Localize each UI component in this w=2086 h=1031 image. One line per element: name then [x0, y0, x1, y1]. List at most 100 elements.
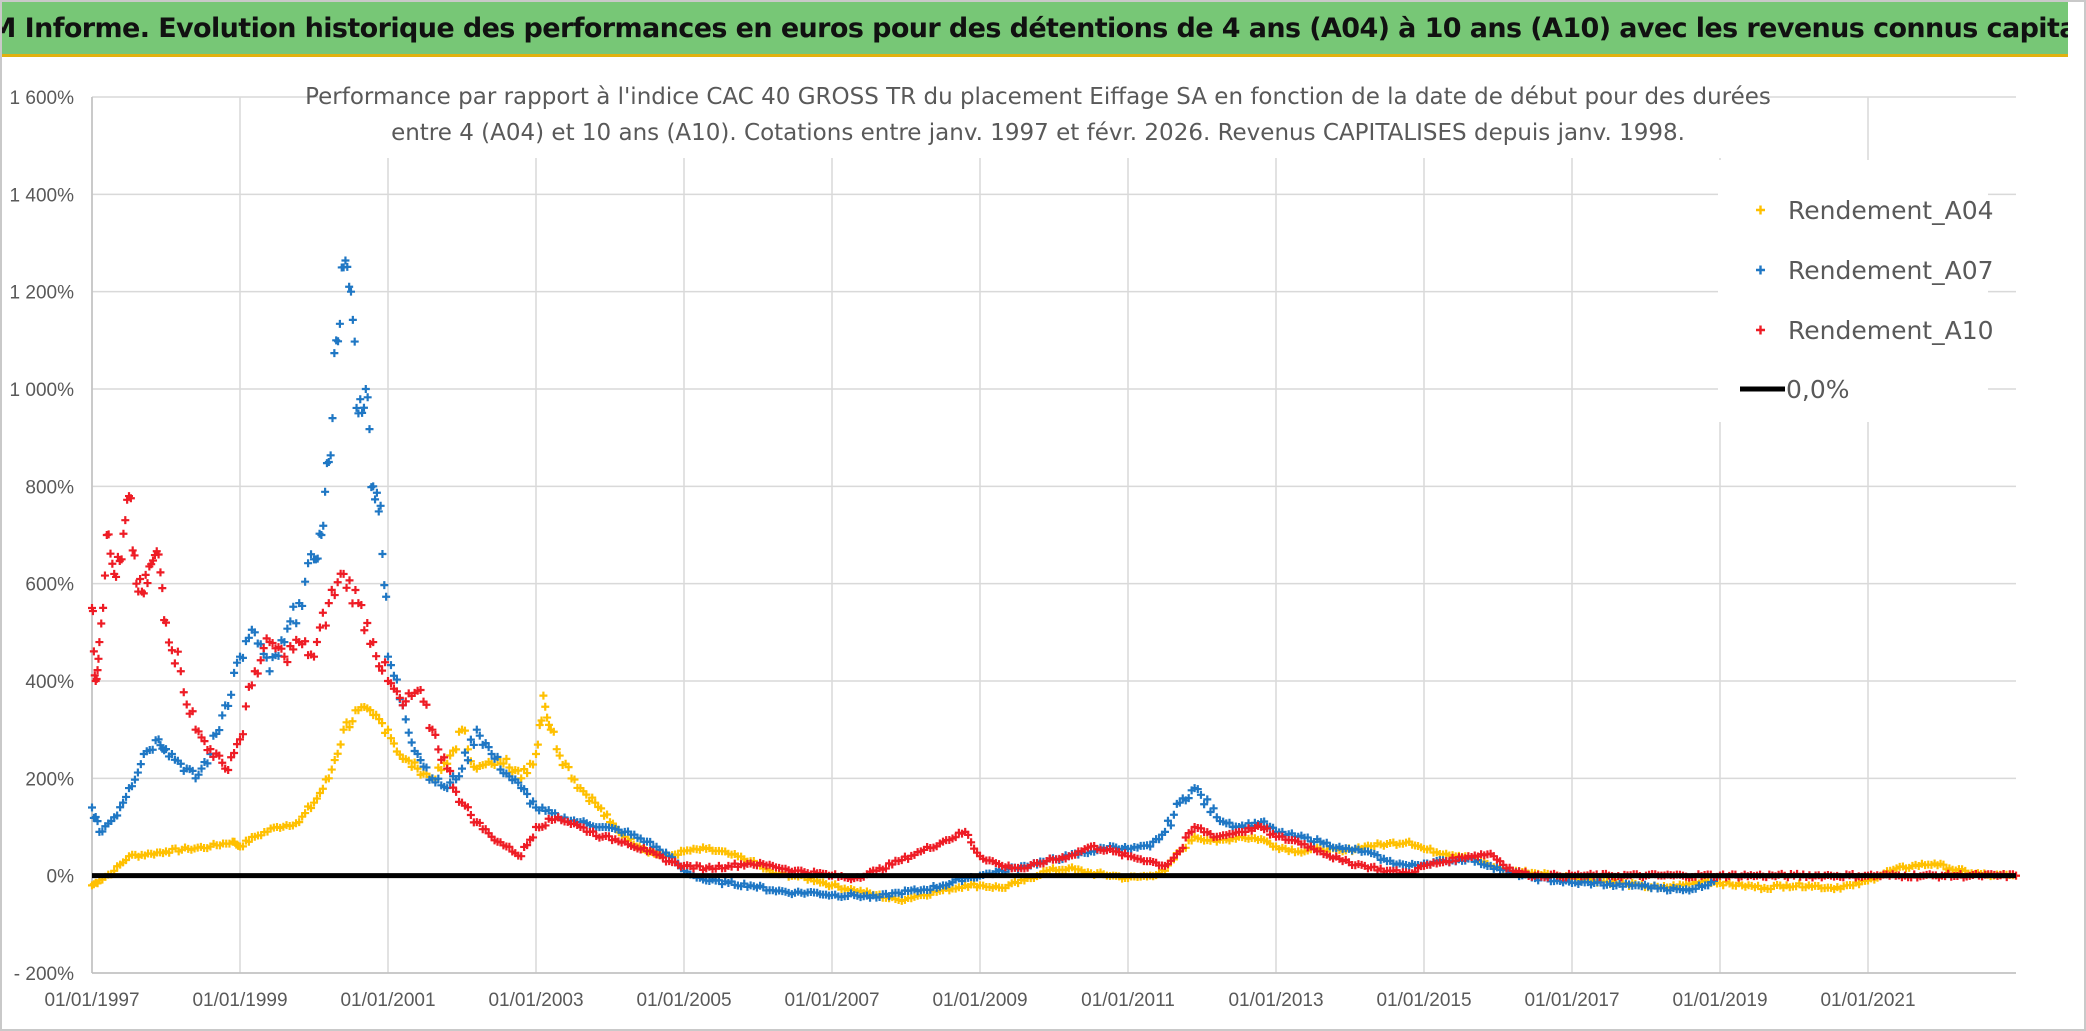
- data-point: [422, 700, 431, 709]
- data-point: [407, 762, 416, 771]
- y-tick-label: 0%: [47, 867, 75, 888]
- y-tick-label: 1 600%: [10, 88, 75, 109]
- data-point: [238, 842, 247, 851]
- data-point: [164, 638, 173, 647]
- data-point: [286, 617, 295, 626]
- x-tick-label: 01/01/2017: [1524, 990, 1619, 1011]
- data-point: [148, 745, 157, 754]
- data-point: [328, 414, 337, 423]
- data-point: [99, 603, 108, 612]
- data-point: [133, 768, 142, 777]
- data-point: [330, 756, 339, 765]
- data-point: [236, 735, 244, 744]
- legend: Rendement_A04 Rendement_A07 Rendement_A10 0…: [1718, 160, 1994, 422]
- data-point: [475, 731, 484, 740]
- data-point: [369, 482, 378, 491]
- data-point: [378, 666, 387, 675]
- data-point: [315, 623, 324, 632]
- data-point: [395, 693, 404, 702]
- data-point: [335, 319, 344, 328]
- data-point: [446, 778, 455, 787]
- data-point: [361, 385, 370, 393]
- data-point: [244, 837, 253, 846]
- legend-marker-A10: [1756, 325, 1765, 335]
- x-tick-label: 01/01/2003: [488, 990, 583, 1011]
- data-point: [475, 818, 484, 827]
- data-point: [452, 745, 461, 754]
- data-point: [247, 681, 256, 690]
- data-point: [356, 395, 365, 404]
- data-point: [597, 804, 606, 813]
- data-point: [472, 725, 481, 734]
- data-point: [493, 752, 502, 761]
- data-point: [347, 287, 355, 296]
- data-point: [298, 601, 307, 610]
- data-point: [95, 638, 104, 647]
- data-point: [446, 751, 455, 760]
- x-tick-label: 01/01/2009: [932, 990, 1027, 1011]
- legend-marker-A07: [1756, 265, 1765, 275]
- data-point: [372, 710, 381, 719]
- data-point: [218, 758, 227, 767]
- data-point: [967, 838, 976, 847]
- data-point: [182, 700, 191, 709]
- data-point: [128, 546, 137, 555]
- data-point: [505, 842, 514, 851]
- data-point: [295, 818, 304, 827]
- data-point: [357, 601, 366, 610]
- data-point: [360, 626, 369, 635]
- data-point: [549, 727, 558, 736]
- data-point: [466, 810, 475, 819]
- data-point: [487, 750, 496, 758]
- data-point: [951, 833, 960, 842]
- data-point: [162, 618, 170, 627]
- data-point: [1161, 827, 1169, 836]
- data-point: [327, 765, 336, 774]
- data-point: [541, 702, 550, 711]
- data-point: [218, 711, 227, 720]
- data-point: [91, 812, 100, 821]
- x-tick-label: 01/01/2013: [1228, 990, 1323, 1011]
- data-point: [392, 675, 401, 684]
- data-point: [173, 647, 182, 656]
- data-point: [312, 794, 321, 803]
- data-point: [1203, 795, 1212, 804]
- data-point: [1939, 860, 1948, 869]
- data-point: [156, 568, 165, 577]
- data-point: [460, 748, 469, 757]
- data-point: [324, 774, 333, 783]
- data-point: [543, 713, 552, 722]
- data-point: [523, 790, 532, 799]
- data-point: [179, 688, 188, 697]
- data-point: [313, 554, 322, 563]
- data-point: [253, 669, 262, 678]
- data-point: [458, 764, 466, 773]
- data-point: [122, 792, 131, 801]
- data-point: [674, 850, 683, 859]
- data-point: [544, 720, 553, 729]
- data-point: [280, 638, 289, 647]
- data-point: [449, 783, 458, 792]
- data-point: [93, 666, 102, 675]
- data-point: [514, 778, 523, 787]
- data-point: [351, 586, 360, 595]
- data-point: [321, 487, 330, 496]
- data-point: [386, 734, 395, 743]
- data-point: [1225, 818, 1234, 827]
- data-point: [363, 619, 372, 628]
- data-point: [88, 803, 96, 812]
- legend-background: [1718, 160, 1988, 422]
- data-point: [93, 817, 102, 826]
- x-tick-label: 01/01/2019: [1672, 990, 1767, 1011]
- data-point: [224, 701, 233, 710]
- data-point: [350, 337, 359, 346]
- data-point: [318, 608, 327, 617]
- data-point: [1184, 794, 1193, 803]
- data-point: [1155, 835, 1164, 844]
- data-point: [1178, 843, 1187, 852]
- data-point: [333, 578, 342, 587]
- data-point: [381, 658, 390, 667]
- data-point: [280, 652, 289, 661]
- data-point: [301, 577, 310, 586]
- data-point: [126, 494, 135, 503]
